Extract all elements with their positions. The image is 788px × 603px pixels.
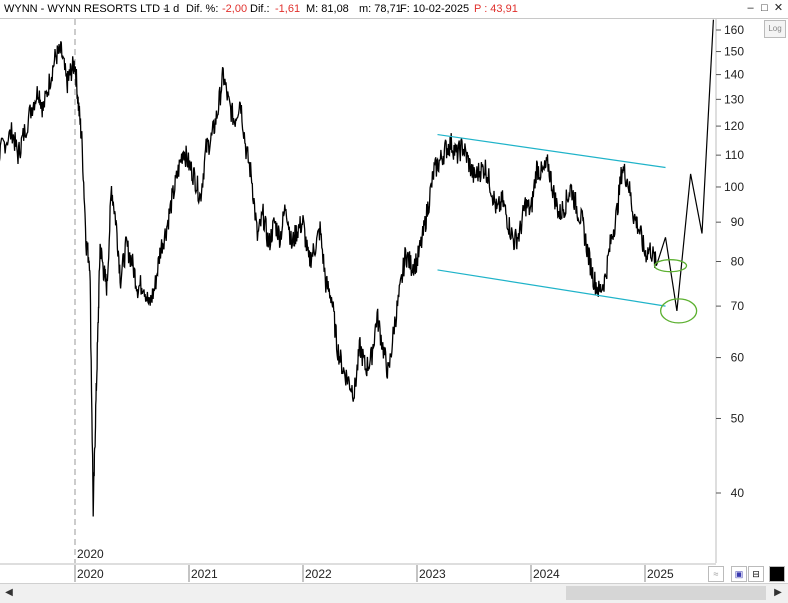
horizontal-scrollbar[interactable]: ◀ ▶ (0, 583, 788, 603)
period-label: 1 d (164, 3, 180, 15)
x-tick-label: 2025 (647, 567, 674, 581)
dif-pct-label: Dif. %: (186, 3, 219, 15)
y-tick-label: 150 (724, 45, 744, 59)
x-tick-label: 2023 (419, 567, 446, 581)
high-label: M: 81,08 (306, 3, 349, 15)
scroll-thumb[interactable] (566, 586, 766, 600)
channel-lower-line (437, 269, 666, 307)
p-label: P : 43,91 (474, 3, 518, 15)
scroll-right-arrow-icon[interactable]: ▶ (774, 587, 782, 598)
y-tick-label: 160 (724, 23, 744, 37)
color-swatch-icon[interactable] (769, 566, 785, 582)
maximize-button[interactable]: □ (761, 2, 768, 14)
price-series-line (0, 41, 658, 517)
x-tick-label: 2021 (191, 567, 218, 581)
projection-path (655, 19, 714, 311)
y-tick-label: 130 (724, 92, 744, 106)
year-separator-label: 2020 (77, 547, 104, 561)
y-tick-label: 110 (725, 148, 744, 162)
y-tick-label: 80 (731, 255, 745, 269)
dif-label: Dif.: (250, 3, 270, 15)
low-label: m: 78,71 (359, 3, 402, 15)
y-tick-label: 60 (731, 351, 745, 365)
dif-pct-value: -2,00 (222, 3, 248, 15)
ticker-label: WYNN - WYNN RESORTS LTD - (4, 3, 167, 15)
y-tick-label: 90 (731, 215, 745, 229)
close-button[interactable]: ✕ (773, 2, 784, 14)
dif-value: -1,61 (275, 3, 301, 15)
log-scale-button[interactable]: Log (764, 20, 786, 38)
date-label: F: 10-02-2025 (400, 3, 470, 15)
scroll-left-arrow-icon[interactable]: ◀ (5, 587, 13, 598)
chart-type-icon[interactable]: ≈ (708, 566, 724, 582)
pin-icon[interactable]: ⊟ (748, 566, 764, 582)
y-tick-label: 100 (724, 180, 744, 194)
y-tick-label: 70 (731, 299, 745, 313)
save-icon[interactable]: ▣ (731, 566, 747, 582)
y-tick-label: 40 (731, 486, 745, 500)
chart-header: WYNN - WYNN RESORTS LTD - 1 d Dif. %: -2… (0, 0, 788, 19)
y-tick-label: 120 (724, 119, 744, 133)
x-tick-label: 2022 (305, 567, 332, 581)
channel-upper-line (437, 133, 666, 169)
x-tick-label: 2020 (77, 567, 104, 581)
y-tick-label: 140 (724, 68, 744, 82)
target-circle-2 (659, 298, 698, 324)
y-tick-label: 50 (731, 411, 745, 425)
x-tick-label: 2024 (533, 567, 560, 581)
minimize-button[interactable]: – (747, 2, 754, 14)
target-circle-1 (653, 259, 688, 273)
